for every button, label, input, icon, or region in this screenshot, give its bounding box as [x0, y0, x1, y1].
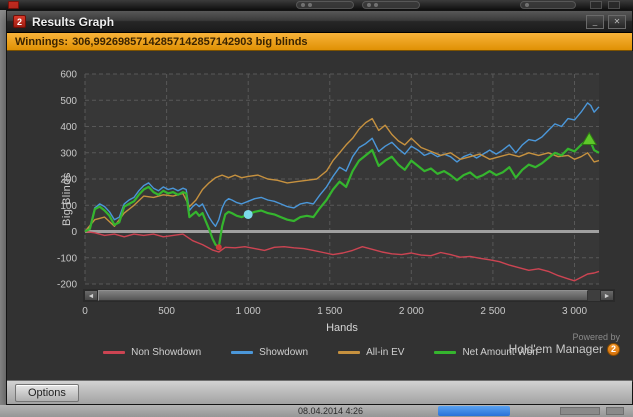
x-tick-label: 3 000	[562, 306, 588, 317]
window-title: Results Graph	[32, 14, 115, 29]
scroll-left-arrow-icon[interactable]: ◄	[84, 290, 98, 301]
legend-swatch-icon	[434, 351, 457, 354]
brand-name: Hold'em Manager	[508, 342, 603, 356]
legend-item[interactable]: Showdown	[231, 347, 308, 358]
legend-item[interactable]: Net Amount Won	[434, 347, 538, 358]
hand-marker-icon	[215, 244, 222, 251]
hm2-tray-logo-icon	[8, 1, 19, 9]
hm2-logo-icon: 2	[13, 15, 26, 28]
x-tick-label: 2 500	[480, 306, 506, 317]
hand-marker-triangle-icon	[581, 131, 598, 146]
close-button[interactable]: ✕	[608, 14, 626, 29]
pill-icon	[301, 3, 305, 7]
legend-label: Non Showdown	[131, 347, 202, 358]
x-tick-label: 500	[158, 306, 175, 317]
legend-item[interactable]: All-in EV	[338, 347, 404, 358]
hm2-badge-icon: 2	[607, 342, 620, 356]
background-datetime: 08.04.2014 4:26	[298, 406, 364, 416]
hand-marker-icon	[243, 209, 253, 219]
chart-legend: Non Showdown Showdown All-in EV Net Amount …	[7, 347, 633, 358]
legend-item[interactable]: Non Showdown	[103, 347, 201, 358]
title-bar[interactable]: 2 Results Graph _ ✕	[7, 11, 632, 33]
minimize-button[interactable]: _	[586, 14, 604, 29]
pill-icon	[367, 3, 371, 7]
background-chip	[606, 407, 624, 415]
powered-by-prefix: Powered by	[572, 332, 620, 342]
legend-swatch-icon	[103, 351, 126, 354]
x-tick-label: 2 000	[398, 306, 424, 317]
toolbar-pill[interactable]	[296, 1, 354, 9]
series-line	[84, 117, 600, 232]
series-line	[84, 138, 600, 249]
y-tick-label: -100	[57, 253, 77, 264]
pill-icon	[308, 3, 312, 7]
x-axis-title: Hands	[326, 322, 358, 334]
x-tick-label: 1 000	[235, 306, 261, 317]
background-selected-row	[438, 406, 510, 416]
status-bar: Options	[7, 380, 632, 404]
y-tick-label: -200	[57, 280, 77, 290]
legend-label: Showdown	[259, 347, 309, 358]
toolbar-pill[interactable]	[520, 1, 576, 9]
results-graph-plot[interactable]: 600 500 400 300 200 100 0 -100 -200	[7, 51, 633, 289]
legend-swatch-icon	[231, 351, 254, 354]
x-tick-label: 0	[82, 306, 88, 317]
x-tick-label: 1 500	[317, 306, 343, 317]
y-tick-label: 600	[60, 70, 77, 81]
powered-by: Powered by Hold'em Manager 2	[509, 332, 620, 356]
series-line	[84, 102, 600, 233]
y-tick-label: 0	[71, 227, 77, 238]
y-tick-label: 400	[60, 122, 77, 133]
background-toolbar	[0, 0, 633, 10]
background-chip	[560, 407, 600, 415]
scrollbar-thumb[interactable]	[98, 290, 588, 301]
background-window-button[interactable]	[590, 1, 602, 9]
x-axis-tick-labels: 0 500 1 000 1 500 2 000 2 500 3 000	[7, 306, 633, 318]
options-button[interactable]: Options	[15, 383, 79, 402]
legend-label: All-in EV	[366, 347, 405, 358]
y-tick-label: 100	[60, 201, 77, 212]
background-window-button[interactable]	[608, 1, 620, 9]
legend-label: Net Amount Won	[462, 347, 538, 358]
series-line	[84, 230, 600, 282]
background-bottom-strip: 08.04.2014 4:26	[0, 405, 633, 417]
toolbar-pill[interactable]	[362, 1, 420, 9]
chart-area: Big Blinds 600 500 400 300 200 100 0 -100 -200 ◄…	[7, 51, 633, 382]
horizontal-scrollbar[interactable]: ◄ ►	[83, 289, 615, 302]
y-tick-label: 300	[60, 148, 77, 159]
scroll-right-arrow-icon[interactable]: ►	[600, 290, 614, 301]
winnings-label: Winnings:	[15, 35, 69, 48]
pill-icon	[374, 3, 378, 7]
y-tick-label: 200	[60, 175, 77, 186]
pill-icon	[525, 3, 529, 7]
y-tick-label: 500	[60, 96, 77, 107]
results-graph-window: 2 Results Graph _ ✕ Winnings: 306,992698…	[6, 10, 633, 405]
winnings-value: 306,99269857142857142857142903 big blind…	[72, 35, 308, 48]
winnings-banner: Winnings: 306,99269857142857142857142903…	[7, 33, 632, 51]
legend-swatch-icon	[338, 351, 361, 354]
